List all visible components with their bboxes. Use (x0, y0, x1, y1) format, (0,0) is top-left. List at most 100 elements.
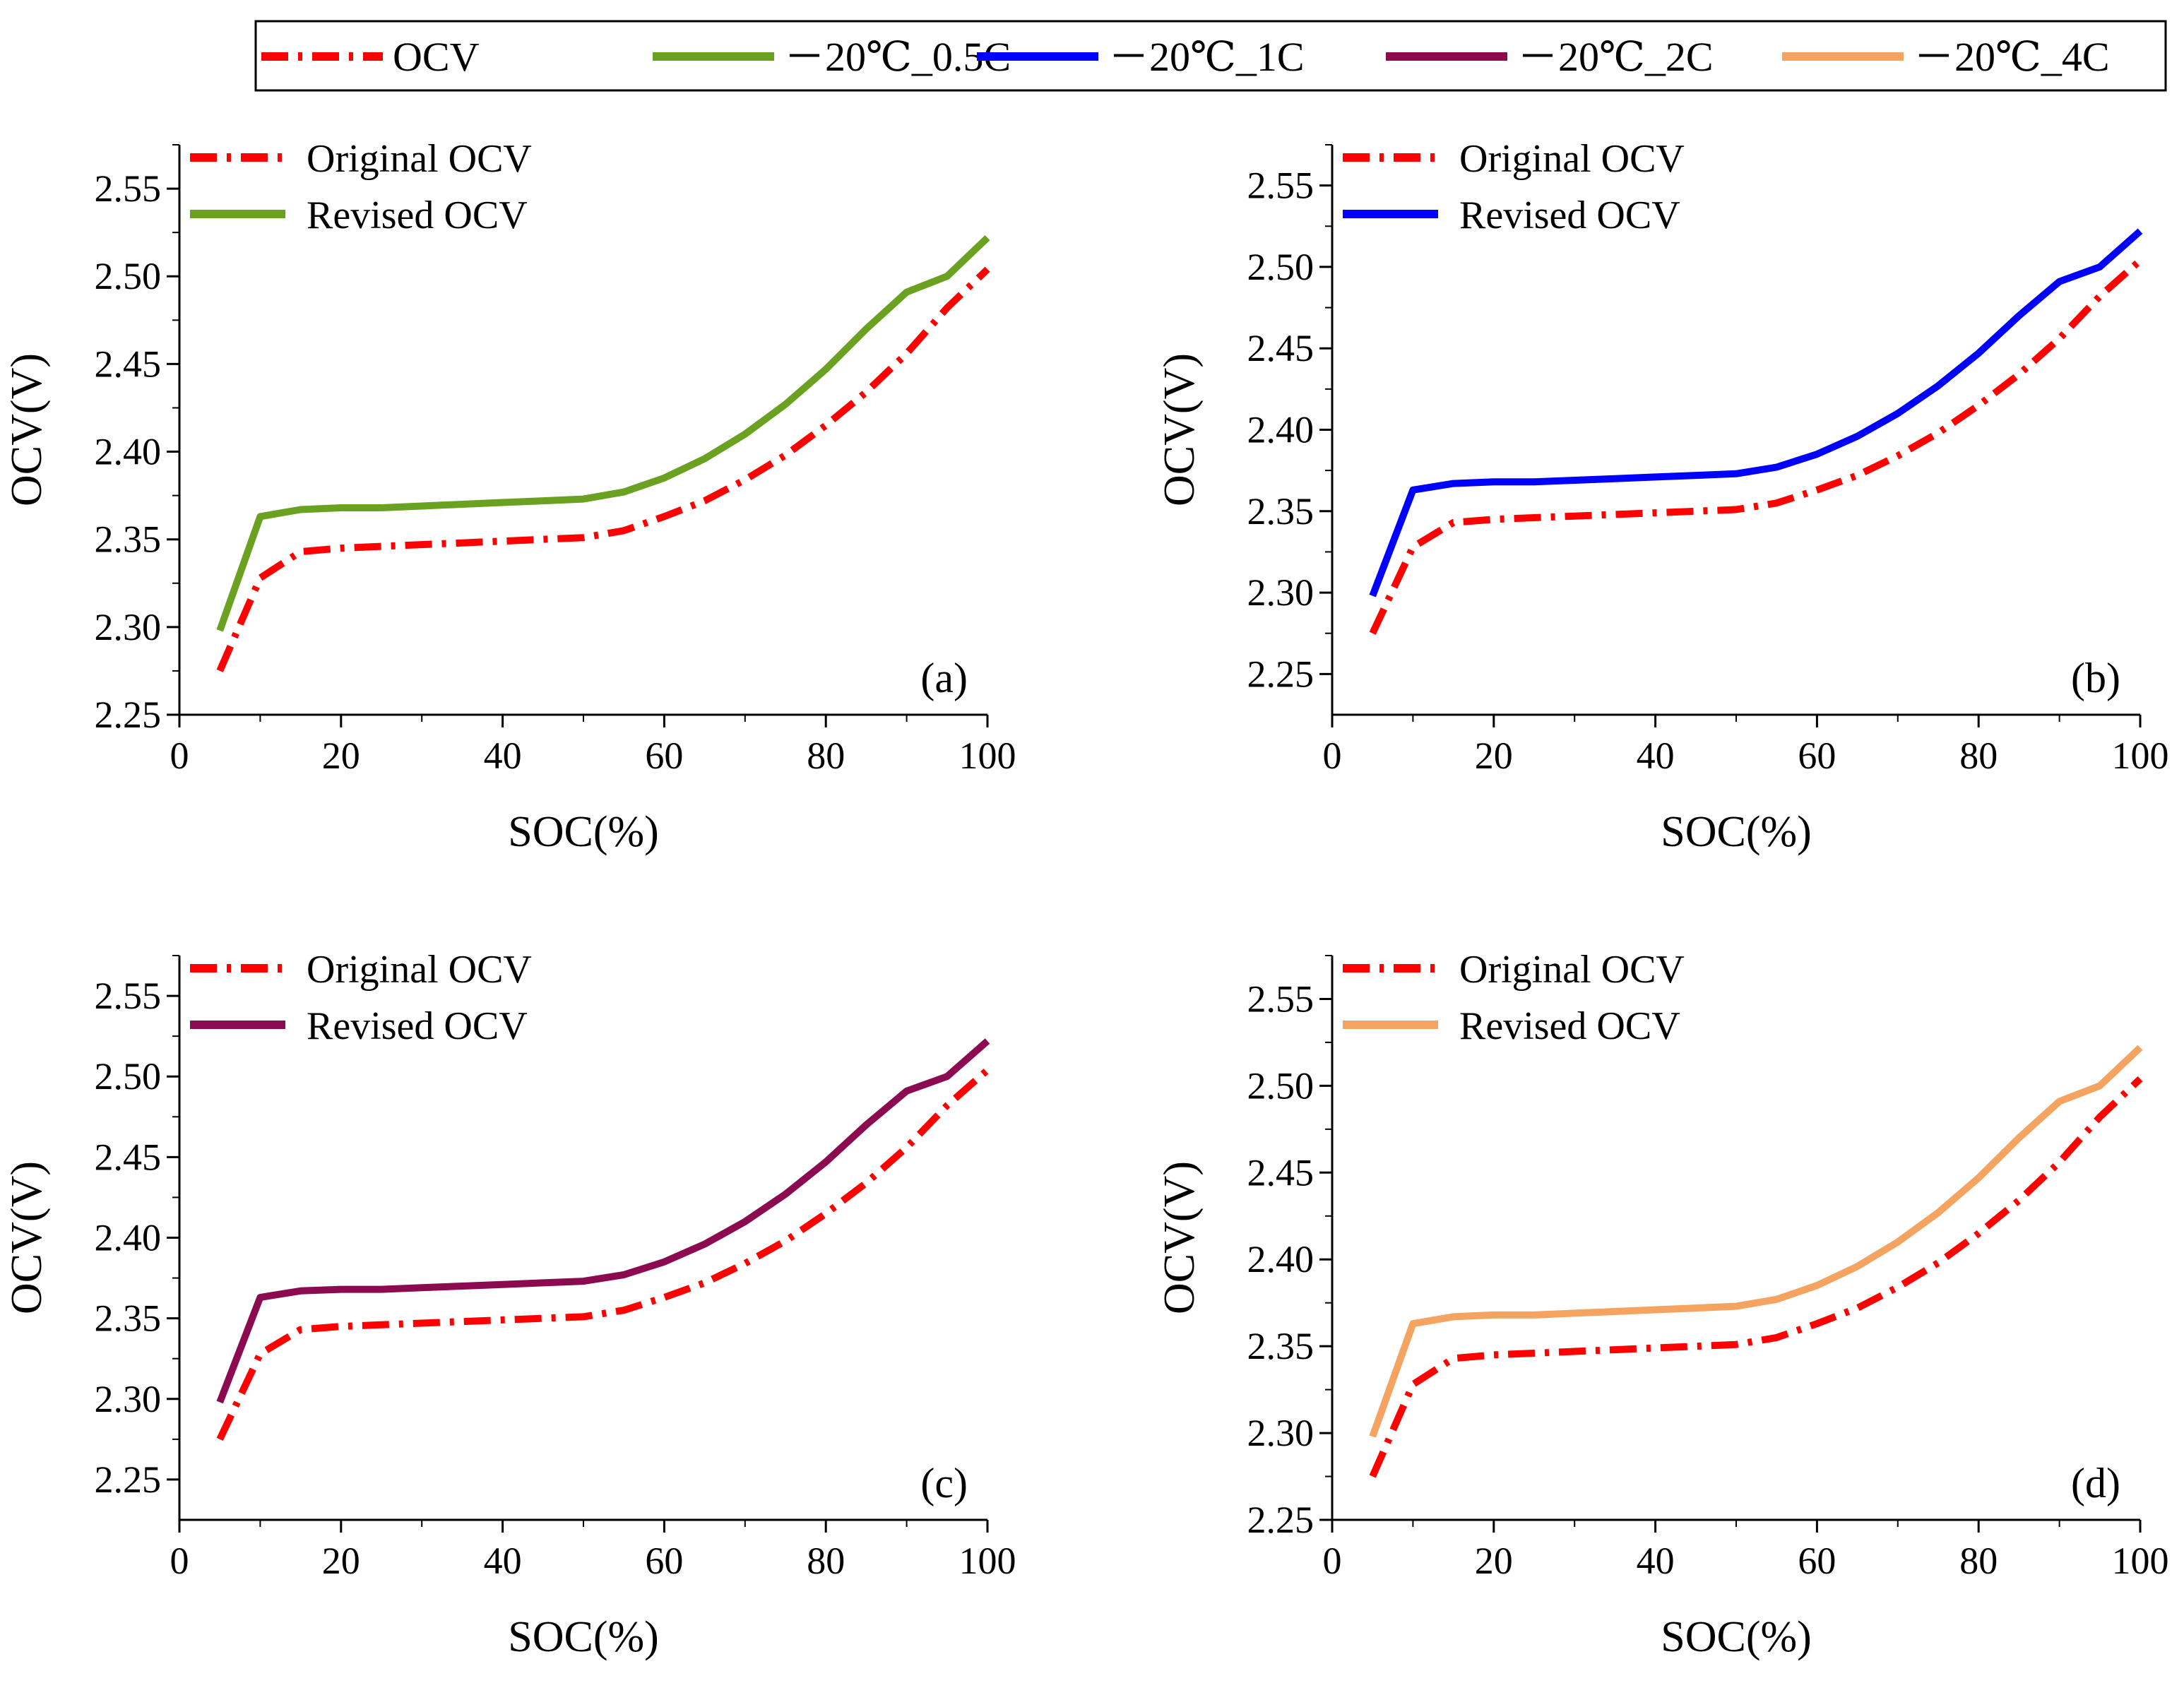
x-tick-label: 80 (1959, 735, 1998, 777)
x-tick-label: 40 (484, 1540, 522, 1582)
y-axis-title: OCV(V) (1156, 1161, 1204, 1314)
y-tick-label: 2.25 (1247, 653, 1314, 695)
x-tick-label: 0 (1323, 1540, 1342, 1582)
x-tick-label: 20 (1475, 1540, 1513, 1582)
y-tick-label: 2.40 (95, 431, 162, 473)
panel-legend-item: Original OCV (1343, 137, 1685, 181)
x-tick-label: 100 (959, 1540, 1016, 1582)
y-tick-label: 2.55 (95, 167, 162, 210)
y-axis-title: OCV(V) (3, 353, 51, 506)
x-tick-label: 80 (807, 735, 845, 777)
panel-legend-label: Original OCV (307, 137, 532, 181)
panel-legend-item: Original OCV (190, 948, 532, 992)
chart-panel: 0 20 40 60 80 100 2.25 2.30 2.35 2.40 2.45 2.50 2.55… (1156, 948, 2169, 1661)
y-tick-label: 2.25 (1247, 1499, 1314, 1541)
y-axis-title: OCV(V) (3, 1161, 51, 1314)
panel-tag: (a) (920, 655, 968, 701)
y-tick-label: 2.25 (95, 694, 162, 736)
panel-tag: (b) (2071, 655, 2120, 701)
x-tick-label: 60 (645, 735, 683, 777)
panel-tag: (d) (2071, 1460, 2120, 1506)
panel-legend-label: Original OCV (1459, 137, 1685, 181)
y-tick-label: 2.45 (95, 1136, 162, 1178)
top-legend-item: －20℃_1C (977, 34, 1305, 80)
x-tick-label: 60 (1798, 1540, 1836, 1582)
panel-legend-item: Revised OCV (1343, 1004, 1680, 1048)
y-tick-label: 2.40 (1247, 409, 1314, 451)
x-tick-label: 20 (322, 735, 360, 777)
x-tick-label: 20 (322, 1540, 360, 1582)
x-tick-label: 100 (959, 735, 1016, 777)
y-tick-label: 2.35 (1247, 490, 1314, 533)
y-axis-title: OCV(V) (1156, 353, 1204, 506)
x-tick-label: 100 (2112, 1540, 2169, 1582)
panel-legend-label: Revised OCV (1459, 194, 1680, 237)
x-tick-label: 80 (807, 1540, 845, 1582)
top-legend-label: －20℃_2C (1517, 34, 1714, 80)
x-tick-label: 0 (1323, 735, 1342, 777)
y-tick-label: 2.50 (1247, 246, 1314, 288)
y-tick-label: 2.35 (95, 518, 162, 561)
chart-panel: 0 20 40 60 80 100 2.25 2.30 2.35 2.40 2.45 2.50 2.55… (3, 948, 1016, 1661)
y-tick-label: 2.30 (1247, 1412, 1314, 1454)
y-tick-label: 2.55 (1247, 977, 1314, 1020)
chart-panels: 0 20 40 60 80 100 2.25 2.30 2.35 2.40 2.45 2.50 2.55… (3, 137, 2169, 1661)
original-ocv-line (216, 266, 990, 672)
revised-ocv-line (216, 234, 990, 632)
y-tick-label: 2.50 (95, 1055, 162, 1098)
y-tick-label: 2.55 (1247, 165, 1314, 207)
panel-legend-item: Original OCV (1343, 948, 1685, 992)
x-tick-label: 40 (1637, 735, 1675, 777)
top-legend-item: －20℃_2C (1386, 34, 1714, 80)
x-tick-label: 60 (645, 1540, 683, 1582)
y-tick-label: 2.40 (1247, 1238, 1314, 1280)
x-tick-label: 80 (1959, 1540, 1998, 1582)
panel-legend-label: Revised OCV (307, 194, 528, 237)
x-tick-label: 0 (170, 735, 189, 777)
revised-ocv-line (1369, 1045, 2143, 1438)
y-tick-label: 2.45 (1247, 1151, 1314, 1194)
x-tick-label: 40 (484, 735, 522, 777)
panel-legend-label: Revised OCV (307, 1004, 528, 1048)
original-ocv-line (1369, 257, 2143, 635)
y-tick-label: 2.35 (95, 1297, 162, 1340)
x-tick-label: 40 (1637, 1540, 1675, 1582)
panel-tag: (c) (920, 1460, 968, 1506)
revised-ocv-line (216, 1038, 990, 1404)
x-tick-label: 0 (170, 1540, 189, 1582)
top-legend-label: －20℃_0.5C (784, 34, 1011, 80)
x-axis-title: SOC(%) (508, 808, 659, 856)
x-tick-label: 60 (1798, 735, 1836, 777)
y-tick-label: 2.35 (1247, 1325, 1314, 1367)
y-tick-label: 2.50 (1247, 1064, 1314, 1107)
y-tick-label: 2.30 (1247, 571, 1314, 614)
chart-panel: 0 20 40 60 80 100 2.25 2.30 2.35 2.40 2.45 2.50 2.55… (1156, 137, 2169, 856)
revised-ocv-line (1369, 228, 2143, 597)
top-legend-item: －20℃_4C (1782, 34, 2110, 80)
y-tick-label: 2.30 (95, 606, 162, 648)
x-axis-title: SOC(%) (1661, 1613, 1812, 1661)
panel-legend-item: Original OCV (190, 137, 532, 181)
x-tick-label: 100 (2112, 735, 2169, 777)
top-legend-label: －20℃_1C (1108, 34, 1305, 80)
top-legend-label: －20℃_4C (1913, 34, 2110, 80)
panel-legend-item: Revised OCV (1343, 194, 1680, 237)
original-ocv-line (216, 1067, 990, 1441)
x-axis-title: SOC(%) (1661, 808, 1812, 856)
y-tick-label: 2.45 (95, 343, 162, 385)
top-legend-item: －20℃_0.5C (653, 34, 1011, 80)
y-tick-label: 2.55 (95, 975, 162, 1017)
chart-panel: 0 20 40 60 80 100 2.25 2.30 2.35 2.40 2.45 2.50 2.55… (3, 137, 1016, 856)
x-tick-label: 20 (1475, 735, 1513, 777)
top-legend-item: OCV (261, 34, 480, 80)
y-tick-label: 2.45 (1247, 327, 1314, 369)
panel-legend-label: Original OCV (307, 948, 532, 992)
y-tick-label: 2.30 (95, 1378, 162, 1420)
panel-legend-item: Revised OCV (190, 1004, 528, 1048)
original-ocv-line (1369, 1076, 2143, 1478)
top-legend-label: OCV (393, 34, 480, 80)
panel-legend-item: Revised OCV (190, 194, 528, 237)
y-tick-label: 2.25 (95, 1458, 162, 1501)
x-axis-title: SOC(%) (508, 1613, 659, 1661)
